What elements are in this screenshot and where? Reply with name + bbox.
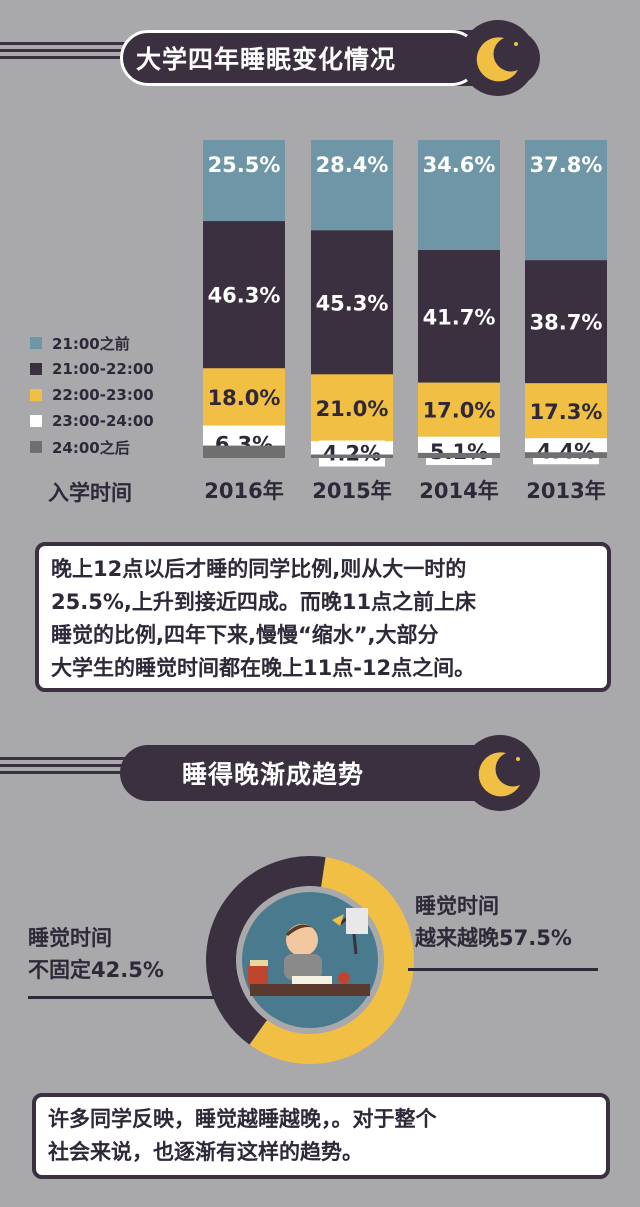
text-line: 晚上12点以后才睡的同学比例,则从大一时的 xyxy=(51,557,467,581)
donut-label-line: 睡觉时间 xyxy=(415,894,499,918)
bar-value-label: 25.5% xyxy=(208,153,281,177)
moon-icon xyxy=(478,752,520,797)
bar-value-label: 45.3% xyxy=(316,291,389,315)
bar-label-background xyxy=(319,440,385,467)
bar-value-label: 46.3% xyxy=(208,284,281,308)
bar-value-label: 5.1% xyxy=(430,440,488,464)
category-label: 2013年 xyxy=(526,479,605,503)
legend-label: 21:00-22:00 xyxy=(52,360,154,378)
bar-segment xyxy=(525,140,607,261)
category-label: 2014年 xyxy=(419,479,498,503)
bar-segment xyxy=(525,383,607,439)
bar-segment xyxy=(311,140,393,231)
moon-circle-1 xyxy=(460,20,536,96)
bar-segment xyxy=(525,260,607,384)
donut-slice xyxy=(249,857,414,1064)
legend-swatch xyxy=(30,389,42,401)
bar-segment xyxy=(311,454,393,458)
summary-text-box-1: 晚上12点以后才睡的同学比例,则从大一时的 25.5%,上升到接近四成。而晚11… xyxy=(35,542,611,692)
bar-value-label: 18.0% xyxy=(208,386,281,410)
text-line: 许多同学反映，睡觉越睡越晚，。对于整个 xyxy=(48,1107,437,1131)
bar-value-label: 34.6% xyxy=(423,153,496,177)
section1-title: 大学四年睡眠变化情况 xyxy=(136,45,397,74)
x-axis-label: 入学时间 xyxy=(48,481,132,505)
donut-chart xyxy=(205,856,414,1064)
bar-value-label: 37.8% xyxy=(530,153,603,177)
bar-segment xyxy=(525,452,607,458)
bar-segment xyxy=(311,374,393,442)
summary-text-box-2: 许多同学反映，睡觉越睡越晚，。对于整个 社会来说，也逐渐有这样的趋势。 xyxy=(32,1093,610,1179)
donut-leader-line-right xyxy=(408,968,598,971)
text-line: 25.5%,上升到接近四成。而晚11点之前上床 xyxy=(51,590,477,614)
bar-segment xyxy=(418,250,500,383)
student-sleeping-illustration xyxy=(242,892,378,1028)
text-line: 社会来说，也逐渐有这样的趋势。 xyxy=(48,1140,363,1164)
category-label: 2016年 xyxy=(204,479,283,503)
bar-label-background xyxy=(426,438,492,465)
bar-segment xyxy=(418,382,500,437)
bar-segment xyxy=(203,221,285,369)
text-line: 睡觉的比例,四年下来,慢慢“缩水”,大部分 xyxy=(51,623,439,647)
bar-segment xyxy=(311,230,393,375)
chart-legend: 21:00之前 21:00-22:00 22:00-23:00 23:00-24… xyxy=(30,330,154,460)
stacked-bar-chart: 25.5%46.3%18.0%6.3%2016年28.4%45.3%21.0%4… xyxy=(203,140,607,503)
bar-segment xyxy=(203,368,285,426)
bar-value-label: 21.0% xyxy=(316,397,389,421)
donut-label-line: 睡觉时间 xyxy=(28,926,112,950)
bar-value-label: 4.2% xyxy=(323,442,381,466)
section2-title: 睡得晚渐成趋势 xyxy=(182,760,365,789)
bar-value-label: 17.3% xyxy=(530,400,603,424)
bar-segment xyxy=(418,452,500,458)
legend-label: 24:00之后 xyxy=(52,438,130,457)
bar-value-label: 28.4% xyxy=(316,153,389,177)
header-stripes-left xyxy=(0,42,140,60)
bar-segment xyxy=(203,445,285,458)
legend-item: 24:00之后 xyxy=(30,434,154,460)
legend-label: 21:00之前 xyxy=(52,334,130,353)
bar-value-label: 17.0% xyxy=(423,399,496,423)
legend-swatch xyxy=(30,363,42,375)
bar-segment xyxy=(418,140,500,251)
moon-circle-2 xyxy=(462,735,538,811)
donut-label-left: 睡觉时间 不固定42.5% xyxy=(28,922,164,986)
legend-item: 21:00-22:00 xyxy=(30,356,154,382)
legend-item: 22:00-23:00 xyxy=(30,382,154,408)
legend-swatch xyxy=(30,337,42,349)
donut-label-line: 越来越晚57.5% xyxy=(415,926,572,950)
category-label: 2015年 xyxy=(312,479,391,503)
bar-segment xyxy=(203,140,285,222)
bar-label-background xyxy=(533,438,599,465)
legend-label: 22:00-23:00 xyxy=(52,386,154,404)
legend-swatch xyxy=(30,441,42,453)
legend-label: 23:00-24:00 xyxy=(52,412,154,430)
legend-item: 21:00之前 xyxy=(30,330,154,356)
donut-label-right: 睡觉时间 越来越晚57.5% xyxy=(415,890,572,954)
bar-value-label: 41.7% xyxy=(423,305,496,329)
legend-item: 23:00-24:00 xyxy=(30,408,154,434)
donut-slice xyxy=(205,856,326,1045)
donut-leader-line-left xyxy=(28,996,214,999)
moon-icon xyxy=(476,37,518,82)
text-line: 大学生的睡觉时间都在晚上11点-12点之间。 xyxy=(51,656,476,680)
donut-label-line: 不固定42.5% xyxy=(28,958,164,982)
bar-value-label: 4.4% xyxy=(537,439,595,463)
header-stripes-left-2 xyxy=(0,757,140,775)
legend-swatch xyxy=(30,415,42,427)
bar-value-label: 38.7% xyxy=(530,311,603,335)
